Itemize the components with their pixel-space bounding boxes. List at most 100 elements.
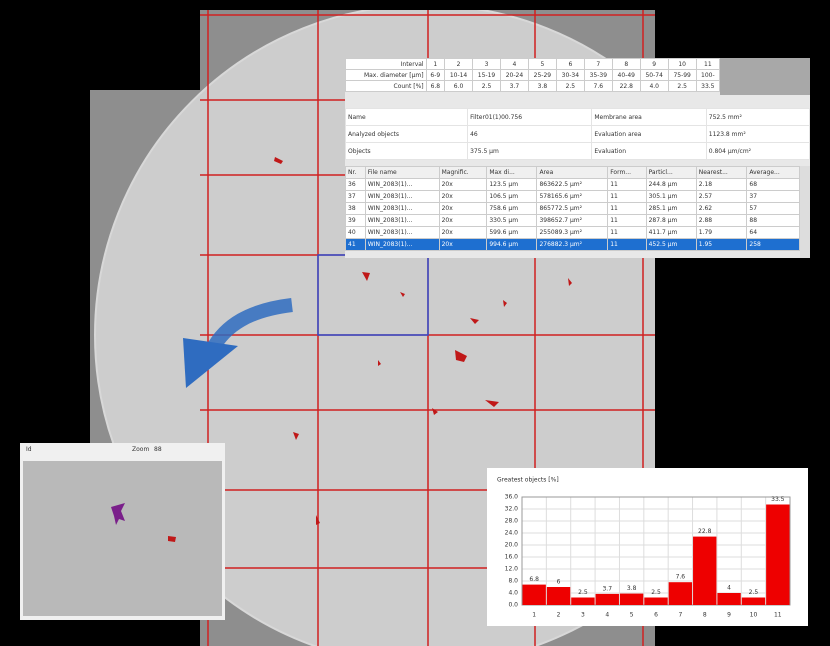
- x-tick-label: 4: [605, 612, 609, 619]
- value-label: 6: [557, 579, 561, 586]
- table-cell: 15-19: [473, 70, 501, 81]
- table-cell: 11: [608, 203, 646, 215]
- table-cell: 11: [608, 239, 646, 251]
- bar: [522, 585, 545, 605]
- zoom-value[interactable]: 88: [154, 446, 162, 453]
- y-tick-label: 8.0: [508, 578, 518, 585]
- x-tick-label: 2: [557, 612, 561, 619]
- table-cell: 6-9: [426, 70, 444, 81]
- table-cell: Filter01(1)00.756: [468, 109, 592, 126]
- table-cell: 37: [346, 191, 366, 203]
- table-cell: 30-34: [556, 70, 584, 81]
- table-cell: 752.5 mm²: [706, 109, 809, 126]
- column-header[interactable]: Area: [537, 167, 608, 179]
- table-cell: 57: [747, 203, 800, 215]
- bar: [571, 598, 594, 606]
- table-cell: 2.18: [696, 179, 747, 191]
- table-cell: 1: [426, 59, 444, 70]
- table-cell: WIN_2083(1)...: [365, 227, 439, 239]
- table-cell: 11: [696, 59, 719, 70]
- table-cell: 41: [346, 239, 366, 251]
- table-cell: 6: [556, 59, 584, 70]
- table-cell: 20x: [439, 239, 487, 251]
- table-cell: 375.5 µm: [468, 143, 592, 160]
- table-cell: 578165.6 µm²: [537, 191, 608, 203]
- column-header[interactable]: File name: [365, 167, 439, 179]
- table-cell: 1123.8 mm²: [706, 126, 809, 143]
- zoom-label: Zoom: [132, 446, 149, 453]
- y-tick-label: 36.0: [505, 494, 519, 501]
- table-cell: 106.5 µm: [487, 191, 537, 203]
- table-cell: 6.0: [445, 81, 473, 92]
- table-cell: 50-74: [640, 70, 668, 81]
- value-label: 3.8: [627, 585, 637, 592]
- table-cell: 2.62: [696, 203, 747, 215]
- table-row: Count [%]6.86.02.53.73.82.57.622.84.02.5…: [346, 81, 720, 92]
- table-cell: 0.804 µm/cm²: [706, 143, 809, 160]
- table-cell: Evaluation: [592, 143, 706, 160]
- table-cell: 2.88: [696, 215, 747, 227]
- table-cell: Objects: [346, 143, 468, 160]
- table-cell: Evaluation area: [592, 126, 706, 143]
- table-cell: 411.7 µm: [646, 227, 696, 239]
- table-cell: 39: [346, 215, 366, 227]
- table-cell: Analyzed objects: [346, 126, 468, 143]
- table-cell: 20x: [439, 203, 487, 215]
- table-cell: 123.5 µm: [487, 179, 537, 191]
- table-cell: 20x: [439, 215, 487, 227]
- x-tick-label: 1: [532, 612, 536, 619]
- table-cell: 38: [346, 203, 366, 215]
- table-cell: 33.5: [696, 81, 719, 92]
- info-table: NameFilter01(1)00.756Membrane area752.5 …: [345, 108, 810, 160]
- y-tick-label: 12.0: [505, 566, 519, 573]
- table-cell: 64: [747, 227, 800, 239]
- table-cell: 25-29: [528, 70, 556, 81]
- column-header[interactable]: Average...: [747, 167, 800, 179]
- table-cell: 46: [468, 126, 592, 143]
- y-tick-label: 20.0: [505, 542, 519, 549]
- value-label: 3.7: [602, 585, 612, 592]
- table-cell: 11: [608, 179, 646, 191]
- bar: [717, 593, 740, 605]
- table-cell: 7.6: [584, 81, 612, 92]
- table-cell: 994.6 µm: [487, 239, 537, 251]
- table-cell: 2.5: [668, 81, 696, 92]
- table-row: Interval1234567891011: [346, 59, 720, 70]
- x-tick-label: 8: [703, 612, 707, 619]
- column-header[interactable]: Form...: [608, 167, 646, 179]
- y-tick-label: 0.0: [508, 602, 518, 609]
- bar: [596, 594, 619, 605]
- column-header[interactable]: Particl...: [646, 167, 696, 179]
- y-tick-label: 4.0: [508, 590, 518, 597]
- zoom-window: Id Zoom 88: [20, 443, 225, 620]
- bar: [547, 587, 570, 605]
- bar: [669, 582, 692, 605]
- column-header[interactable]: Nearest...: [696, 167, 747, 179]
- column-header[interactable]: Magnific.: [439, 167, 487, 179]
- table-cell: 35-39: [584, 70, 612, 81]
- table-cell: 88: [747, 215, 800, 227]
- table-cell: 10: [668, 59, 696, 70]
- table-cell: 3.7: [500, 81, 528, 92]
- x-tick-label: 5: [630, 612, 634, 619]
- value-label: 33.5: [771, 496, 785, 503]
- table-cell: 7: [584, 59, 612, 70]
- scrollbar[interactable]: [800, 166, 810, 258]
- table-cell: 4.0: [640, 81, 668, 92]
- table-cell: 2: [445, 59, 473, 70]
- y-tick-label: 32.0: [505, 506, 519, 513]
- table-cell: 37: [747, 191, 800, 203]
- bar: [620, 594, 643, 605]
- column-header[interactable]: Nr.: [346, 167, 366, 179]
- column-header[interactable]: Max di...: [487, 167, 537, 179]
